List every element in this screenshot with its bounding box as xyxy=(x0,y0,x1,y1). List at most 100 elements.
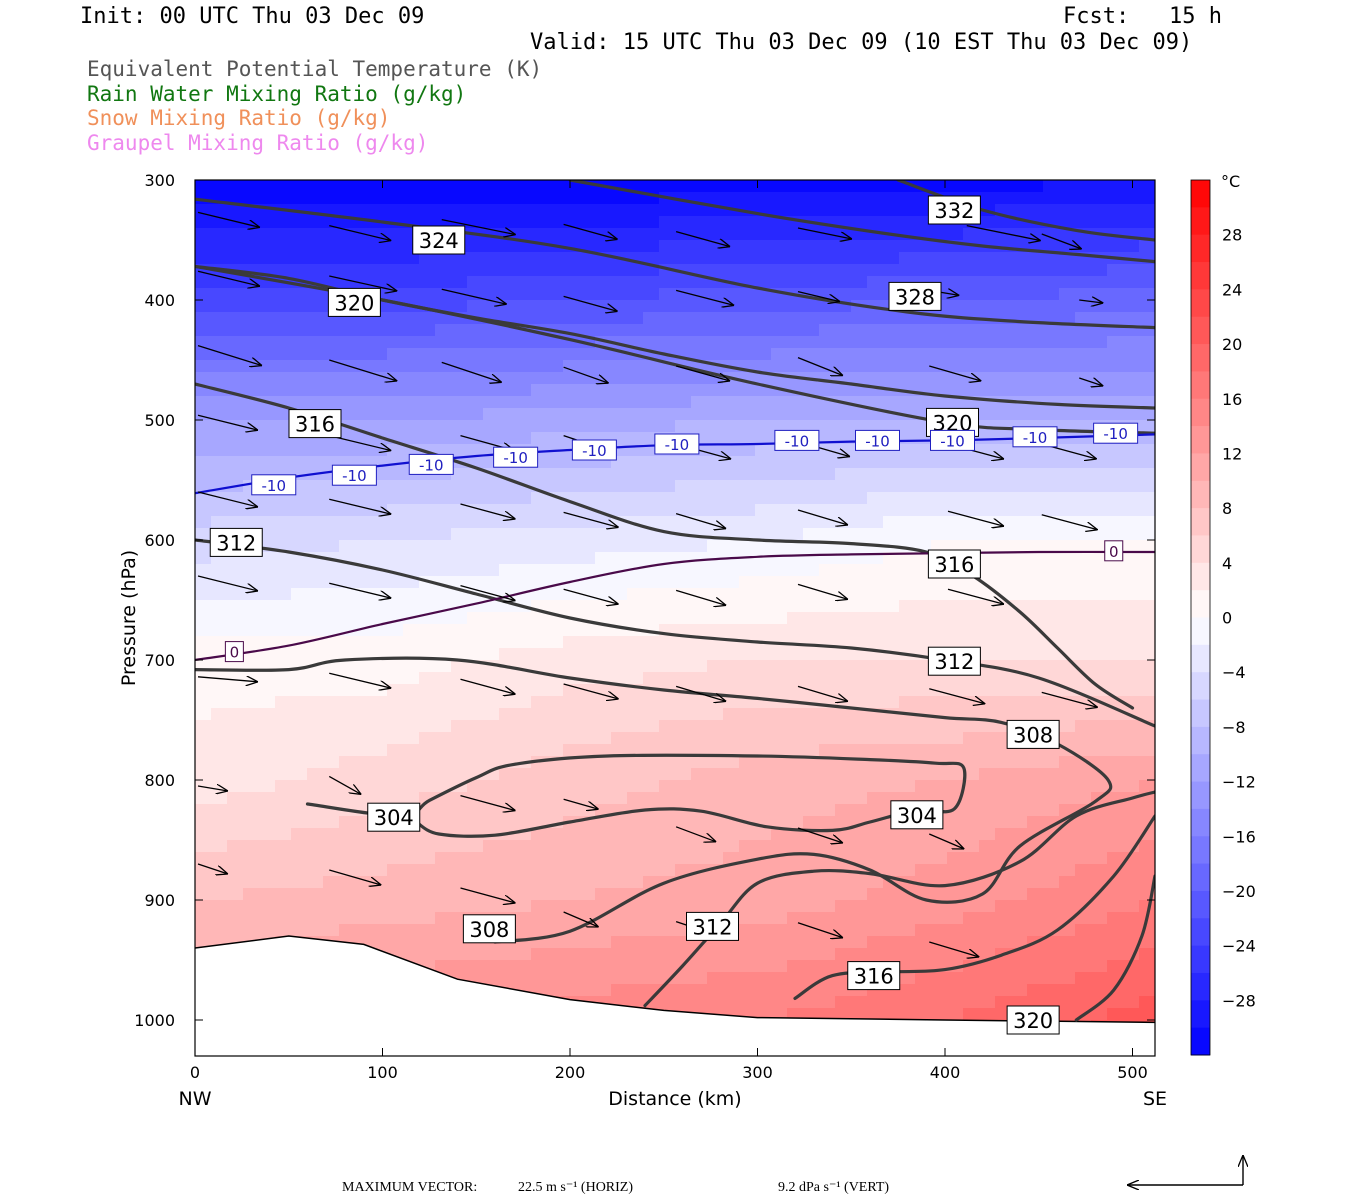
colorbar-band xyxy=(1191,644,1210,673)
temp-cell xyxy=(883,852,900,865)
temp-cell xyxy=(659,276,676,289)
temp-cell xyxy=(499,564,516,577)
temp-cell xyxy=(627,576,644,589)
temp-cell xyxy=(387,924,404,937)
temp-cell xyxy=(387,384,404,397)
isotherm-label: 0 xyxy=(224,641,244,663)
temp-cell xyxy=(339,264,356,277)
temp-cell xyxy=(707,996,724,1009)
temp-cell xyxy=(803,900,820,913)
temp-cell xyxy=(627,540,644,553)
temp-cell xyxy=(483,792,500,805)
temp-cell xyxy=(563,204,580,217)
temp-cell xyxy=(1043,516,1060,529)
temp-cell xyxy=(451,480,468,493)
temp-cell xyxy=(787,684,804,697)
temp-cell xyxy=(803,192,820,205)
temp-cell xyxy=(835,840,852,853)
temp-cell xyxy=(275,780,292,793)
temp-cell xyxy=(771,924,788,937)
temp-cell xyxy=(1043,348,1060,361)
temp-cell xyxy=(627,324,644,337)
temp-cell xyxy=(771,600,788,613)
temp-cell xyxy=(451,564,468,577)
temp-cell xyxy=(915,240,932,253)
temp-cell xyxy=(1075,336,1092,349)
label-box xyxy=(1006,1005,1060,1035)
temp-cell xyxy=(819,240,836,253)
temp-cell xyxy=(515,624,532,637)
temp-cell xyxy=(755,648,772,661)
temp-cell xyxy=(307,672,324,685)
temp-cell xyxy=(611,756,628,769)
temp-cell xyxy=(1059,912,1076,925)
temp-cell xyxy=(515,264,532,277)
temp-cell xyxy=(419,672,436,685)
temp-cell xyxy=(867,636,884,649)
temp-cell xyxy=(787,888,804,901)
temp-cell xyxy=(195,876,212,889)
temp-cell xyxy=(243,864,260,877)
temp-cell xyxy=(435,780,452,793)
temp-cell xyxy=(787,816,804,829)
temp-cell xyxy=(851,336,868,349)
temp-cell xyxy=(611,840,628,853)
temp-cell xyxy=(1011,780,1028,793)
temp-cell xyxy=(403,408,420,421)
temp-cell xyxy=(787,312,804,325)
temp-cell xyxy=(819,252,836,265)
colorbar-band xyxy=(1191,590,1210,618)
temp-cell xyxy=(515,216,532,229)
temp-cell xyxy=(211,852,228,865)
temp-cell xyxy=(1027,696,1044,709)
temp-cell xyxy=(867,612,884,625)
temp-cell xyxy=(627,288,644,301)
temp-cell xyxy=(515,420,532,433)
temp-cell xyxy=(195,708,212,721)
isotherm-label-text: 0 xyxy=(1109,543,1119,561)
temp-cell xyxy=(1043,408,1060,421)
temp-cell xyxy=(643,288,660,301)
temp-cell xyxy=(899,744,916,757)
temp-cell xyxy=(723,432,740,445)
temp-cell xyxy=(883,216,900,229)
temp-cell xyxy=(307,576,324,589)
temp-cell xyxy=(787,996,804,1009)
temp-cell xyxy=(227,744,244,757)
temp-cell xyxy=(995,576,1012,589)
temp-cell xyxy=(563,180,580,193)
temp-cell xyxy=(499,180,516,193)
temp-cell xyxy=(563,276,580,289)
temp-cell xyxy=(371,732,388,745)
temp-cell xyxy=(371,552,388,565)
temp-cell xyxy=(659,864,676,877)
temp-cell xyxy=(1139,576,1155,589)
temp-cell xyxy=(691,648,708,661)
temp-cell xyxy=(883,696,900,709)
temp-cell xyxy=(643,936,660,949)
temp-cell xyxy=(1107,408,1124,421)
temp-cell xyxy=(899,684,916,697)
temp-cell xyxy=(691,972,708,985)
wind-vector xyxy=(329,224,391,241)
temp-cell xyxy=(195,924,212,937)
temp-cell xyxy=(691,540,708,553)
temp-cell xyxy=(579,480,596,493)
temp-cell xyxy=(499,624,516,637)
temp-cell xyxy=(419,432,436,445)
temp-cell xyxy=(755,444,772,457)
temp-cell xyxy=(403,732,420,745)
y-tick-label: 600 xyxy=(144,531,175,550)
temp-cell xyxy=(1139,492,1155,505)
temp-cell xyxy=(355,888,372,901)
temp-cell xyxy=(995,528,1012,541)
temp-cell xyxy=(451,420,468,433)
temp-cell xyxy=(243,432,260,445)
theta-e-label-text: 332 xyxy=(934,199,974,223)
temp-cell xyxy=(419,192,436,205)
temp-cell xyxy=(675,564,692,577)
temp-cell xyxy=(211,624,228,637)
temp-cell xyxy=(259,336,276,349)
temp-cell xyxy=(1107,240,1124,253)
temp-cell xyxy=(227,780,244,793)
